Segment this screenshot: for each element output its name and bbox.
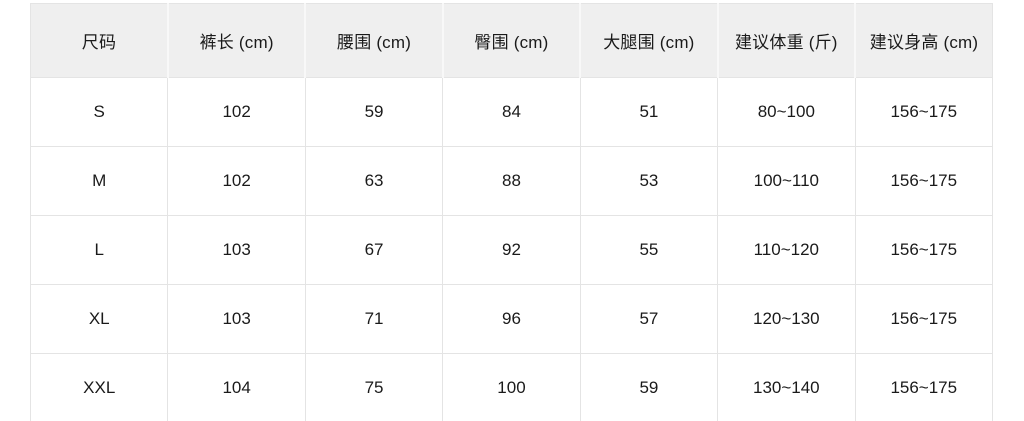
- table-row-l: L 103 67 92 55 110~120 156~175: [29, 215, 994, 285]
- table-row-xxl: XXL 104 75 100 59 130~140 156~175: [29, 353, 994, 421]
- table-cell: 104: [167, 353, 306, 421]
- column-header-6: 建议身高 (cm): [854, 3, 993, 78]
- table-cell: 75: [304, 353, 444, 421]
- size-label: L: [29, 215, 169, 285]
- table-cell: 130~140: [717, 353, 856, 421]
- size-chart-table: 尺码 裤长 (cm) 腰围 (cm) 臀围 (cm) 大腿围 (cm) 建议体重 (斤) 建…: [29, 3, 994, 421]
- table-cell: 53: [579, 146, 719, 216]
- column-header-0: 尺码: [30, 3, 168, 78]
- table-cell: 88: [442, 146, 581, 216]
- table-cell: 92: [442, 215, 581, 285]
- table-cell: 96: [442, 284, 581, 354]
- table-header-row: 尺码 裤长 (cm) 腰围 (cm) 臀围 (cm) 大腿围 (cm) 建议体重 (斤) 建…: [30, 3, 993, 78]
- table-cell: 156~175: [854, 353, 994, 421]
- table-cell: 103: [167, 215, 306, 285]
- size-label: XXL: [29, 353, 169, 421]
- table-cell: 80~100: [717, 77, 856, 147]
- table-cell: 71: [304, 284, 444, 354]
- table-cell: 84: [442, 77, 581, 147]
- table-header: 尺码 裤长 (cm) 腰围 (cm) 臀围 (cm) 大腿围 (cm) 建议体重 (斤) 建…: [30, 3, 993, 78]
- column-header-2: 腰围 (cm): [304, 3, 443, 78]
- column-header-5: 建议体重 (斤): [716, 3, 856, 78]
- table-cell: 67: [304, 215, 444, 285]
- table-row-s: S 102 59 84 51 80~100 156~175: [29, 77, 994, 147]
- table-cell: 59: [579, 353, 719, 421]
- table-cell: 156~175: [854, 77, 994, 147]
- table-body: S 102 59 84 51 80~100 156~175 M 102 63 88 53 100~110…: [29, 77, 994, 421]
- table-cell: 57: [579, 284, 719, 354]
- table-cell: 156~175: [854, 215, 994, 285]
- table-cell: 100~110: [717, 146, 856, 216]
- table-cell: 156~175: [854, 146, 994, 216]
- size-label: XL: [29, 284, 169, 354]
- table-cell: 120~130: [717, 284, 856, 354]
- table-cell: 102: [167, 146, 306, 216]
- table-cell: 156~175: [854, 284, 994, 354]
- table-cell: 102: [167, 77, 306, 147]
- table-cell: 100: [442, 353, 581, 421]
- column-header-1: 裤长 (cm): [166, 3, 306, 78]
- table-cell: 59: [304, 77, 444, 147]
- size-label: S: [29, 77, 169, 147]
- table-cell: 55: [579, 215, 719, 285]
- column-header-4: 大腿围 (cm): [579, 3, 718, 78]
- size-label: M: [29, 146, 169, 216]
- table-cell: 63: [304, 146, 444, 216]
- column-header-3: 臀围 (cm): [441, 3, 581, 78]
- table-row-xl: XL 103 71 96 57 120~130 156~175: [29, 284, 994, 354]
- table-cell: 103: [167, 284, 306, 354]
- table-row-m: M 102 63 88 53 100~110 156~175: [29, 146, 994, 216]
- table-cell: 110~120: [717, 215, 856, 285]
- table-cell: 51: [579, 77, 719, 147]
